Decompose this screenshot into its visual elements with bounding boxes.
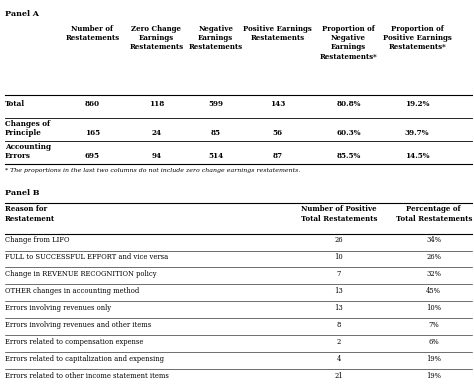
Text: 695: 695 [85, 152, 100, 161]
Text: 2: 2 [337, 338, 341, 346]
Text: Accounting
Errors: Accounting Errors [5, 143, 51, 160]
Text: 45%: 45% [426, 287, 441, 295]
Text: Panel A: Panel A [5, 10, 39, 18]
Text: 21: 21 [335, 372, 343, 380]
Text: 26%: 26% [426, 253, 441, 261]
Text: Total: Total [5, 100, 25, 108]
Text: 39.7%: 39.7% [405, 129, 429, 137]
Text: 34%: 34% [426, 236, 441, 244]
Text: 14.5%: 14.5% [405, 152, 429, 161]
Text: 24: 24 [151, 129, 162, 137]
Text: 19%: 19% [426, 355, 441, 363]
Text: * The proportions in the last two columns do not include zero change earnings re: * The proportions in the last two column… [5, 168, 300, 173]
Text: Change from LIFO: Change from LIFO [5, 236, 69, 244]
Text: OTHER changes in accounting method: OTHER changes in accounting method [5, 287, 139, 295]
Text: 7%: 7% [428, 321, 439, 329]
Text: FULL to SUCCESSFUL EFFORT and vice versa: FULL to SUCCESSFUL EFFORT and vice versa [5, 253, 168, 261]
Text: 118: 118 [149, 100, 164, 108]
Text: 4: 4 [337, 355, 341, 363]
Text: Proportion of
Negative
Earnings
Restatements*: Proportion of Negative Earnings Restatem… [319, 25, 377, 61]
Text: Percentage of
Total Restatements: Percentage of Total Restatements [395, 205, 472, 223]
Text: Number of Positive
Total Restatements: Number of Positive Total Restatements [301, 205, 377, 223]
Text: Negative
Earnings
Restatements: Negative Earnings Restatements [189, 25, 243, 51]
Text: 13: 13 [335, 287, 343, 295]
Text: 94: 94 [151, 152, 162, 161]
Text: 6%: 6% [428, 338, 439, 346]
Text: 599: 599 [208, 100, 223, 108]
Text: 19%: 19% [426, 372, 441, 380]
Text: Errors related to capitalization and expensing: Errors related to capitalization and exp… [5, 355, 164, 363]
Text: Proportion of
Positive Earnings
Restatements*: Proportion of Positive Earnings Restatem… [383, 25, 452, 51]
Text: 165: 165 [85, 129, 100, 137]
Text: 514: 514 [208, 152, 223, 161]
Text: Errors involving revenues and other items: Errors involving revenues and other item… [5, 321, 151, 329]
Text: 85.5%: 85.5% [336, 152, 361, 161]
Text: 80.8%: 80.8% [336, 100, 361, 108]
Text: 85: 85 [210, 129, 221, 137]
Text: 143: 143 [270, 100, 285, 108]
Text: 8: 8 [337, 321, 341, 329]
Text: Errors involving revenues only: Errors involving revenues only [5, 304, 111, 312]
Text: 56: 56 [272, 129, 283, 137]
Text: 32%: 32% [426, 270, 441, 278]
Text: Change in REVENUE RECOGNITION policy: Change in REVENUE RECOGNITION policy [5, 270, 156, 278]
Text: Errors related to other income statement items: Errors related to other income statement… [5, 372, 169, 380]
Text: 19.2%: 19.2% [405, 100, 429, 108]
Text: 87: 87 [272, 152, 283, 161]
Text: Number of
Restatements: Number of Restatements [65, 25, 119, 42]
Text: Reason for
Restatement: Reason for Restatement [5, 205, 55, 223]
Text: 26: 26 [335, 236, 343, 244]
Text: Positive Earnings
Restatements: Positive Earnings Restatements [243, 25, 312, 42]
Text: 10%: 10% [426, 304, 441, 312]
Text: 7: 7 [337, 270, 341, 278]
Text: 13: 13 [335, 304, 343, 312]
Text: 860: 860 [85, 100, 100, 108]
Text: Zero Change
Earnings
Restatements: Zero Change Earnings Restatements [129, 25, 183, 51]
Text: Changes of
Principle: Changes of Principle [5, 120, 50, 137]
Text: Errors related to compensation expense: Errors related to compensation expense [5, 338, 143, 346]
Text: 10: 10 [335, 253, 343, 261]
Text: 60.3%: 60.3% [336, 129, 361, 137]
Text: Panel B: Panel B [5, 189, 39, 197]
